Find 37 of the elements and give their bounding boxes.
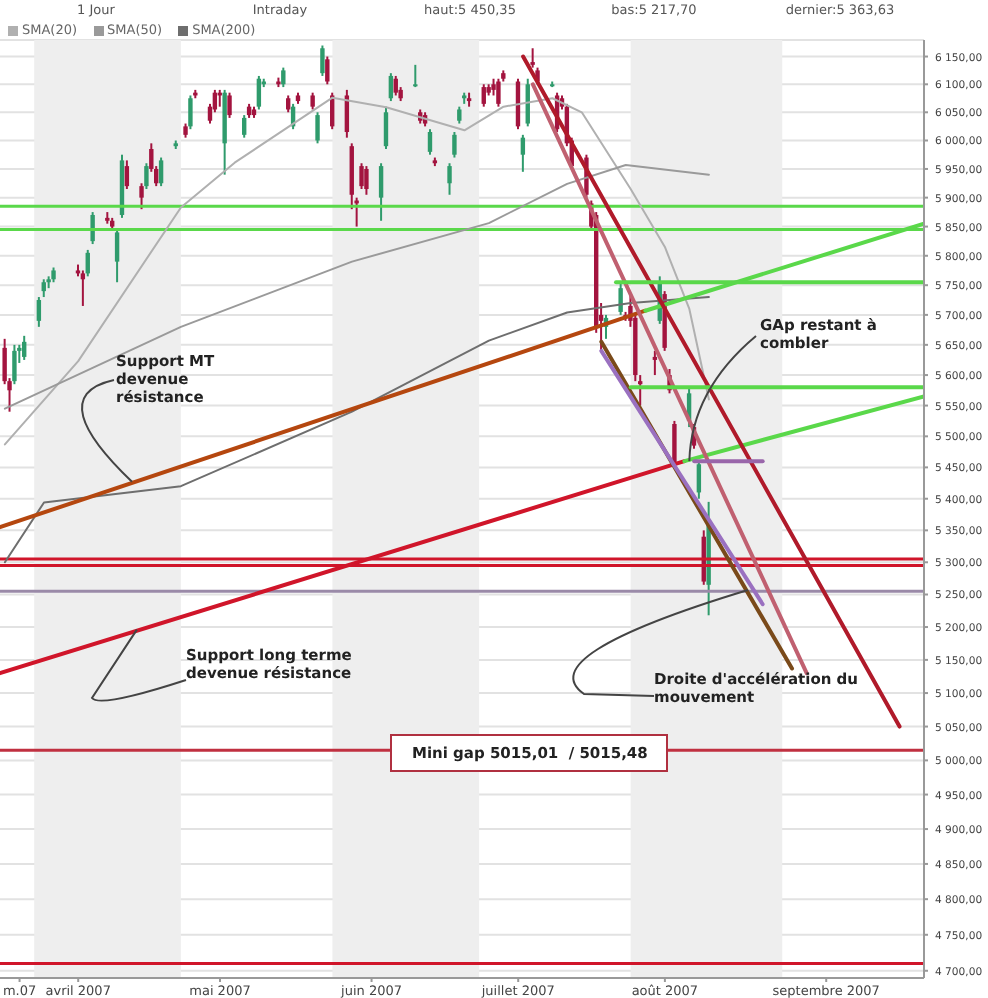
candlestick: [359, 162, 364, 191]
candlestick: [188, 94, 193, 131]
candlestick: [139, 182, 144, 211]
candlestick: [413, 63, 418, 89]
candlestick: [325, 55, 330, 86]
candlestick: [520, 133, 526, 173]
candlestick: [114, 228, 120, 284]
candlestick: [452, 131, 457, 159]
line-series: [3, 163, 710, 410]
candlestick: [427, 128, 433, 156]
candlestick: [378, 162, 384, 222]
candlestick: [393, 74, 398, 97]
candlestick: [281, 66, 286, 89]
candlestick: [364, 165, 369, 196]
candlestick: [227, 91, 232, 119]
candlestick: [696, 460, 702, 500]
candlestick: [124, 159, 130, 191]
candlestick: [158, 156, 164, 188]
candlestick: [80, 269, 86, 307]
candlestick: [496, 77, 501, 108]
candlestick: [447, 162, 452, 196]
candlestick: [90, 211, 95, 246]
candlestick: [481, 83, 486, 108]
candlestick: [530, 47, 535, 69]
candlestick: [36, 296, 42, 328]
candlestick: [12, 343, 17, 386]
line-series: [3, 296, 710, 564]
candlestick: [315, 111, 320, 145]
candlestick: [22, 334, 27, 361]
candlestick: [242, 114, 247, 139]
candlestick: [256, 74, 262, 111]
candlestick: [320, 44, 325, 77]
candlestick: [652, 349, 658, 377]
candlestick: [388, 72, 394, 103]
candlestick: [144, 162, 149, 191]
candlestick: [383, 105, 389, 151]
line-series: [3, 96, 710, 446]
